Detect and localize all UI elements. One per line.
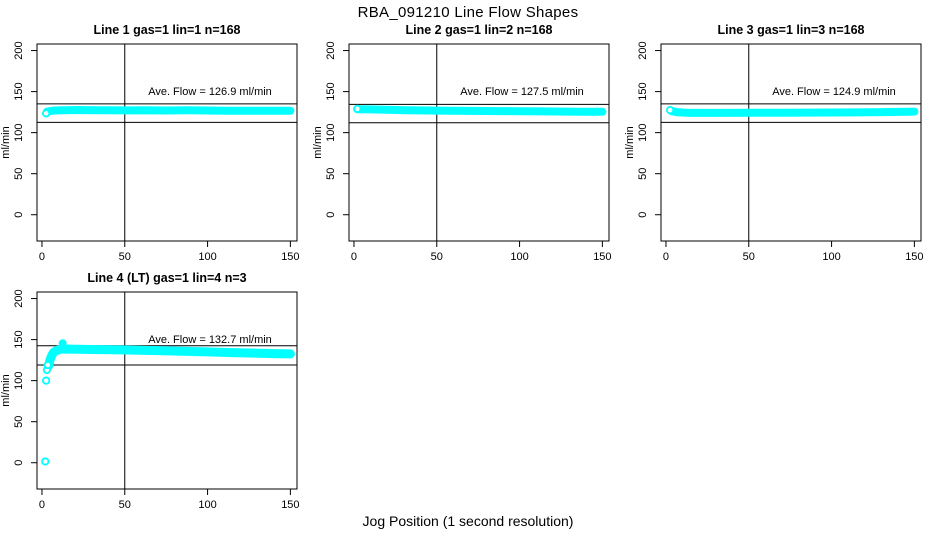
flow-data-point-filled [58,339,67,348]
panel-title: Line 4 (LT) gas=1 lin=4 n=3 [87,271,246,285]
y-tick-label: 200 [637,41,649,59]
panel-line-1-plot: 0 50 100 150 0 50 100 150 200 ml/min Ave. Flow = 1… [0,23,300,263]
x-tick-label: 0 [39,251,45,263]
y-tick-label: 50 [13,416,25,428]
y-tick-label: 50 [325,168,337,180]
y-tick-label: 50 [637,168,649,180]
y-axis-title: ml/min [624,126,636,158]
ave-flow-annotation: Ave. Flow = 132.7 ml/min [148,334,272,346]
x-tick-label: 0 [39,499,45,511]
y-tick-label: 0 [637,212,649,218]
flow-data-point-open [43,360,52,370]
flow-data-band [42,106,295,116]
plot-border [348,43,610,242]
x-tick-label: 150 [281,499,299,511]
flow-data-band [666,106,919,117]
panel-line-3-plot: 0 50 100 150 0 50 100 150 200 ml/min Ave. Flow = 1… [624,23,924,263]
y-tick-label: 150 [13,330,25,348]
panel-line-4: 0 50 100 150 0 50 100 150 200 ml/min Ave. Flow = 1… [0,268,312,518]
plot-border [36,291,298,490]
y-tick-label: 100 [325,123,337,141]
y-tick-label: 200 [13,289,25,307]
y-tick-label: 0 [13,460,25,466]
flow-data-point-open [42,109,51,118]
flow-data-point-open [42,376,51,385]
flow-data-point-open [41,457,50,466]
ave-flow-annotation: Ave. Flow = 126.9 ml/min [148,86,272,98]
y-tick-label: 150 [13,82,25,100]
y-tick-label: 150 [325,82,337,100]
panel-line-2-plot: 0 50 100 150 0 50 100 150 200 ml/min Ave. Flow = 1… [312,23,612,263]
x-tick-label: 50 [743,251,755,263]
y-tick-label: 150 [637,82,649,100]
y-tick-label: 50 [13,168,25,180]
y-tick-label: 0 [325,212,337,218]
x-tick-label: 100 [822,251,840,263]
plot-border [36,43,298,242]
x-tick-label: 50 [119,251,131,263]
y-tick-label: 200 [13,41,25,59]
panel-line-4-plot: 0 50 100 150 0 50 100 150 200 ml/min Ave. Flow = 1… [0,271,300,511]
flow-data-band [44,344,295,371]
panel-title: Line 3 gas=1 lin=3 n=168 [718,23,865,37]
x-tick-label: 100 [198,499,216,511]
ave-flow-annotation: Ave. Flow = 127.5 ml/min [460,86,584,98]
y-axis-title: ml/min [312,126,324,158]
y-tick-label: 200 [325,41,337,59]
x-tick-label: 150 [905,251,923,263]
panel-line-3: 0 50 100 150 0 50 100 150 200 ml/min Ave. Flow = 1… [624,20,936,270]
flow-data-point-open [666,105,675,115]
x-tick-label: 100 [510,251,528,263]
ave-flow-annotation: Ave. Flow = 124.9 ml/min [772,86,896,98]
x-tick-label: 50 [431,251,443,263]
figure-title: RBA_091210 Line Flow Shapes [357,4,579,21]
y-axis-title: ml/min [0,126,12,158]
y-tick-label: 100 [13,371,25,389]
y-axis-title: ml/min [0,374,12,406]
flow-data-band [353,105,607,116]
x-tick-label: 0 [663,251,669,263]
y-tick-label: 100 [637,123,649,141]
panel-title: Line 2 gas=1 lin=2 n=168 [406,23,553,37]
flow-data-point-open [353,104,362,113]
y-tick-label: 100 [13,123,25,141]
y-tick-label: 0 [13,212,25,218]
x-tick-label: 150 [281,251,299,263]
panel-title: Line 1 gas=1 lin=1 n=168 [94,23,241,37]
panel-line-1: 0 50 100 150 0 50 100 150 200 ml/min Ave. Flow = 1… [0,20,312,270]
x-tick-label: 0 [351,251,357,263]
x-tick-label: 100 [198,251,216,263]
x-tick-label: 150 [593,251,611,263]
x-axis-label: Jog Position (1 second resolution) [362,513,574,529]
x-tick-label: 50 [119,499,131,511]
plot-border [660,43,922,242]
panel-line-2: 0 50 100 150 0 50 100 150 200 ml/min Ave. Flow = 1… [312,20,624,270]
